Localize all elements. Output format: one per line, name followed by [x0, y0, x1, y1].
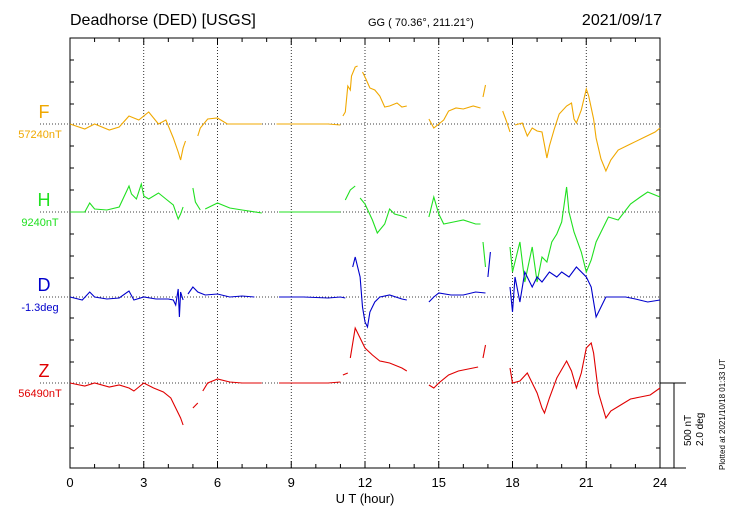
series-baseline-f: 57240nT — [18, 129, 62, 141]
series-line-z — [279, 381, 341, 384]
series-name-f: F — [39, 102, 50, 122]
series-line-h — [192, 187, 201, 211]
series-line-f — [514, 87, 661, 173]
series-baseline-z: 56490nT — [18, 388, 62, 400]
series-line-f — [69, 111, 187, 161]
scale-bar — [660, 382, 686, 469]
series-line-z — [428, 366, 479, 389]
series-line-h — [482, 241, 487, 268]
x-axis-label: U T (hour) — [336, 491, 395, 506]
x-tick-label: 24 — [653, 475, 667, 490]
series-line-h — [359, 197, 408, 235]
series-line-z — [509, 341, 661, 420]
series-line-z — [69, 382, 184, 426]
series-line-z — [342, 372, 349, 376]
series-line-z — [482, 344, 487, 359]
series-line-d — [279, 296, 346, 299]
series-line-z — [192, 402, 199, 409]
series-line-d — [509, 266, 661, 319]
series-baseline-h: 9240nT — [21, 217, 59, 229]
series-baselines — [40, 123, 660, 384]
x-tick-label: 3 — [140, 475, 147, 490]
x-tick-label: 18 — [505, 475, 519, 490]
series-line-z — [202, 378, 262, 392]
series-line-h — [509, 186, 661, 283]
station-coordinates: GG ( 70.36°, 211.21°) — [368, 17, 474, 29]
series-name-h: H — [38, 190, 51, 210]
series-lines — [69, 65, 661, 426]
series-name-z: Z — [39, 361, 50, 381]
x-tick-label: 6 — [214, 475, 221, 490]
station-title: Deadhorse (DED) [USGS] — [70, 12, 256, 29]
series-line-h — [428, 194, 481, 225]
series-line-d — [487, 251, 491, 278]
x-tick-label: 12 — [358, 475, 372, 490]
series-baseline-d: -1.3deg — [21, 302, 58, 314]
series-line-z — [349, 326, 408, 372]
grid-lines — [143, 38, 587, 468]
series-line-d — [187, 286, 255, 298]
axis-ticks — [69, 37, 661, 468]
series-line-f — [428, 105, 481, 129]
x-tick-label: 0 — [66, 475, 73, 490]
series-line-f — [502, 110, 511, 133]
series-line-f — [197, 117, 262, 137]
series-line-h — [204, 202, 262, 214]
x-tick-label: 15 — [432, 475, 446, 490]
series-line-f — [362, 71, 407, 108]
series-line-d — [428, 291, 486, 303]
series-line-d — [352, 256, 407, 329]
x-tick-label: 21 — [579, 475, 593, 490]
series-line-d — [69, 288, 184, 318]
plot-date: 2021/09/17 — [581, 12, 662, 29]
plotted-timestamp: Plotted at 2021/10/18 01:33 UT — [718, 358, 727, 470]
series-line-f — [342, 65, 358, 117]
series-line-f — [482, 84, 487, 98]
axis-labels: 0 3 6 9 12 15 18 21 24 U T (hour) F 57240nT H 9240nT D… — [18, 102, 667, 506]
series-line-f — [276, 123, 341, 126]
scale-nt-label: 500 nT — [683, 414, 694, 446]
series-line-h — [70, 181, 184, 221]
scale-deg-label: 2.0 deg — [695, 412, 706, 446]
x-tick-label: 9 — [288, 475, 295, 490]
series-name-d: D — [38, 275, 51, 295]
series-line-h — [344, 185, 356, 201]
